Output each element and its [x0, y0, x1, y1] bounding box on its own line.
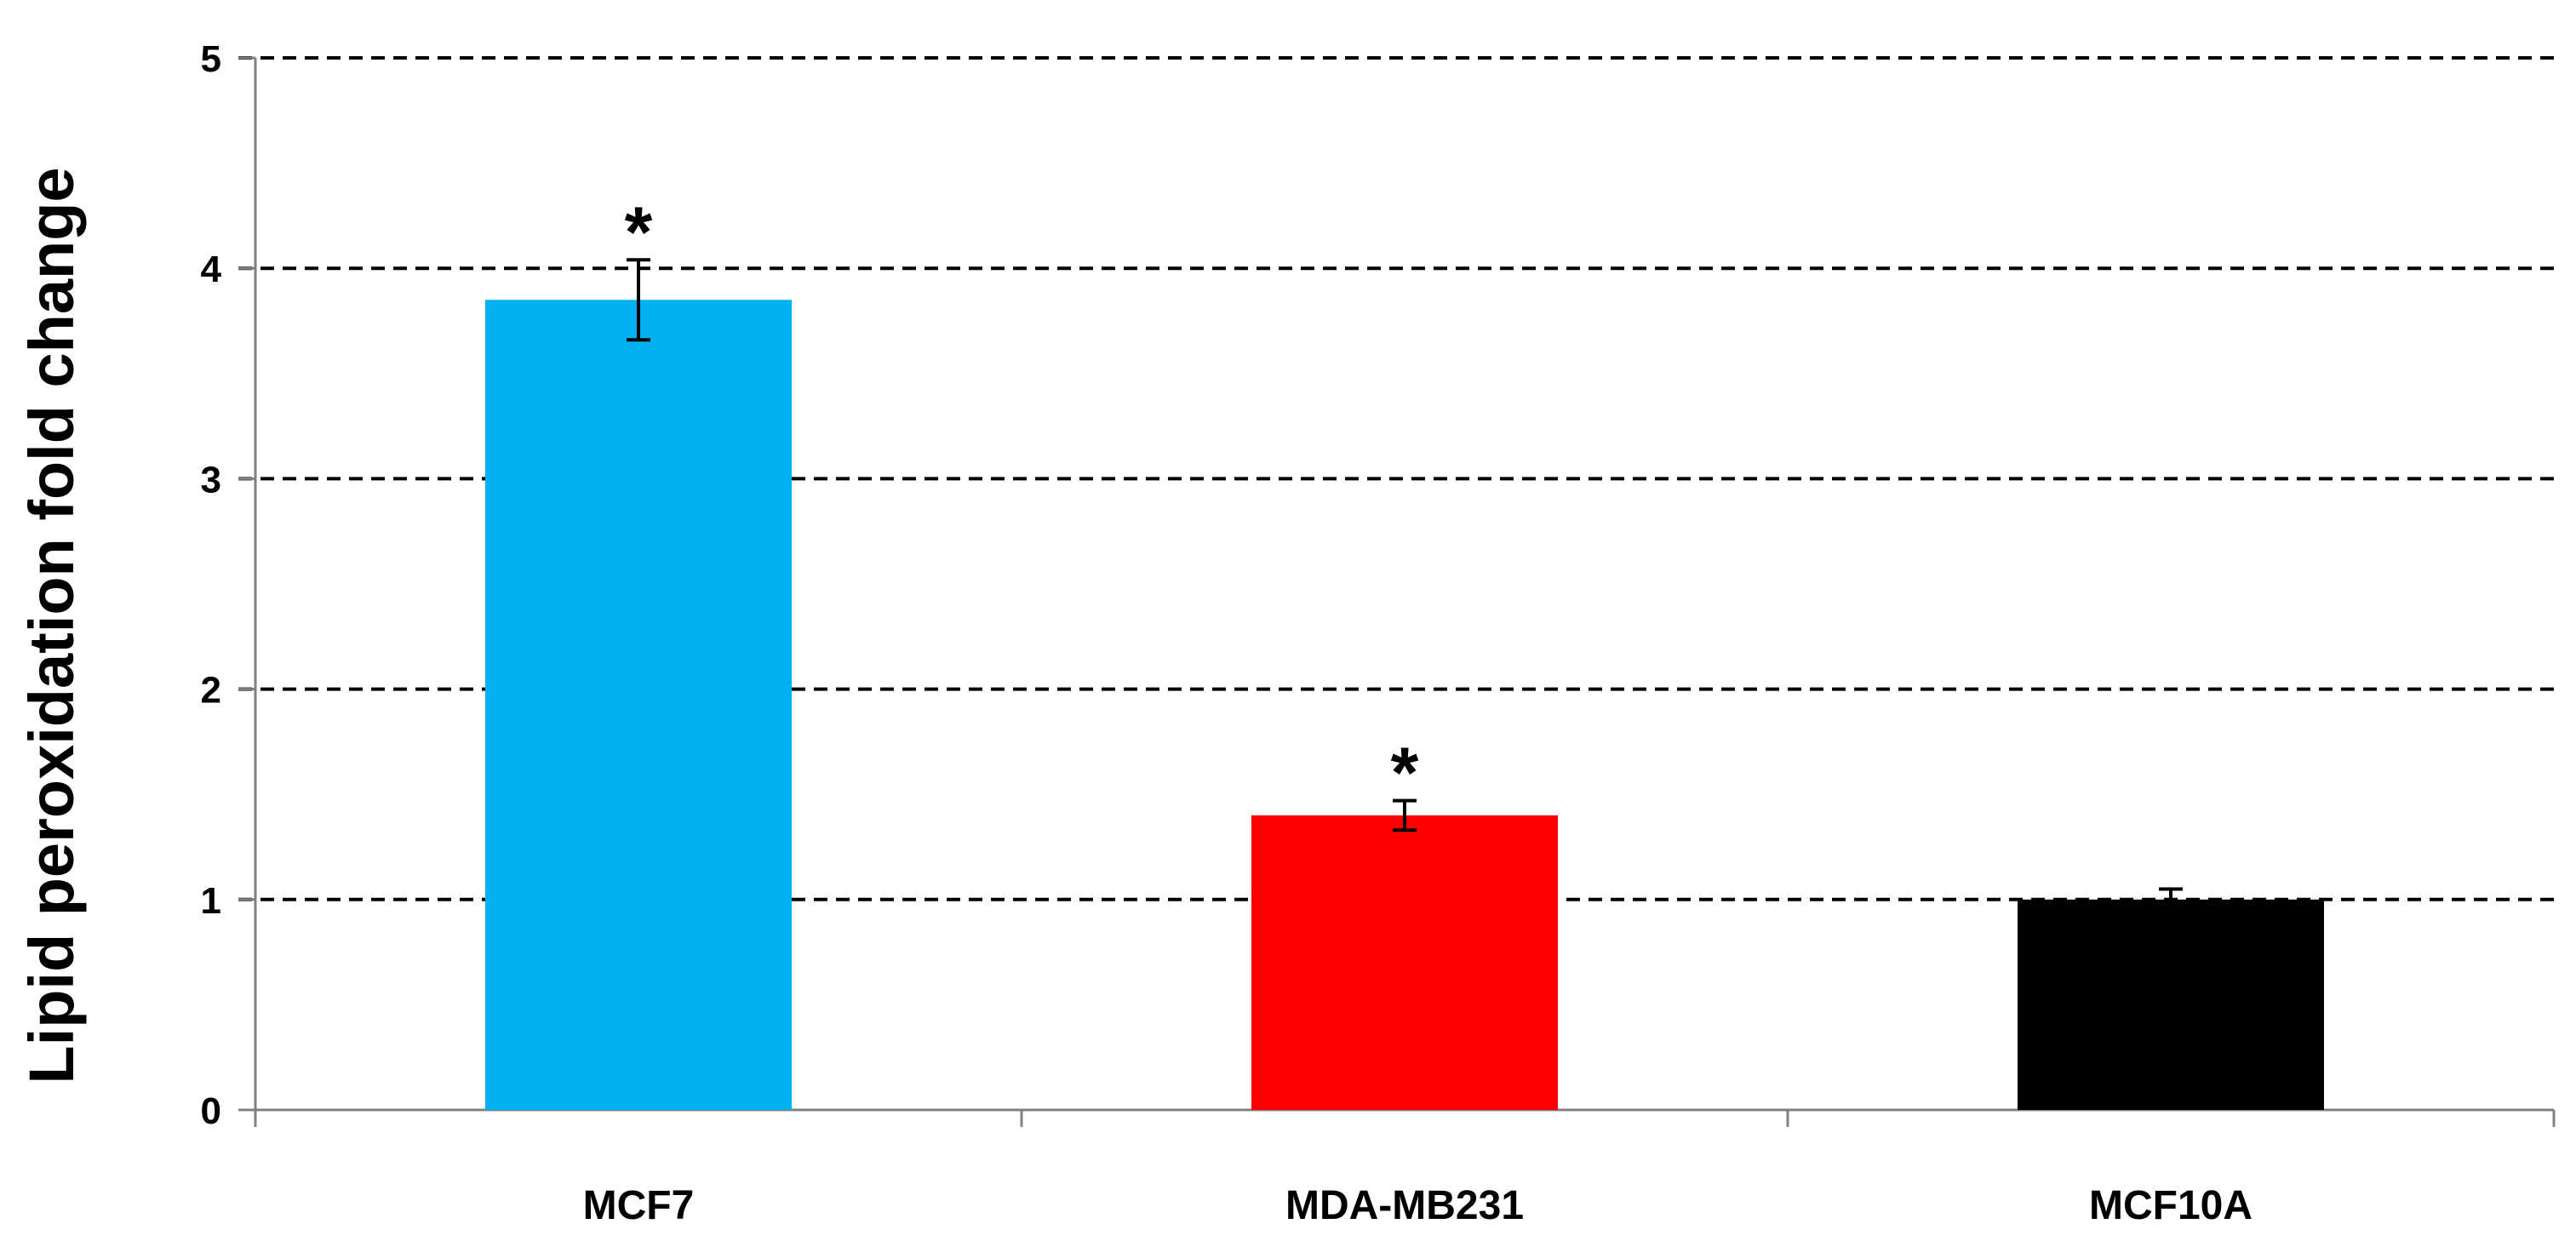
x-tick-label: MCF10A — [2089, 1183, 2253, 1228]
bar — [2018, 899, 2324, 1110]
y-tick-label: 1 — [201, 880, 221, 922]
significance-marker: * — [1391, 733, 1419, 813]
significance-marker: * — [625, 192, 653, 272]
y-tick-label: 0 — [201, 1090, 221, 1132]
labels: Lipid peroxidation fold change 0 1 2 3 4 5 * MC… — [16, 38, 2253, 1228]
bar — [485, 300, 792, 1110]
bars — [485, 300, 2324, 1110]
bar — [1251, 815, 1558, 1110]
x-tick-label: MDA-MB231 — [1285, 1183, 1524, 1228]
y-tick-label: 3 — [201, 459, 221, 500]
y-tick-label: 4 — [201, 249, 222, 290]
x-tick-label: MCF7 — [583, 1183, 695, 1228]
y-axis-label: Lipid peroxidation fold change — [16, 167, 87, 1084]
y-tick-label: 2 — [201, 670, 221, 712]
error-bars — [627, 258, 2183, 912]
y-tick-label: 5 — [201, 38, 221, 80]
